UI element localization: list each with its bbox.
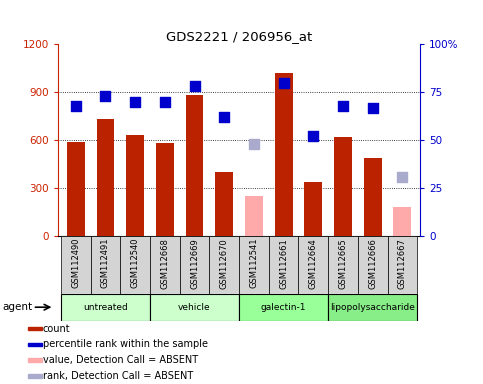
Text: value, Detection Call = ABSENT: value, Detection Call = ABSENT — [43, 355, 198, 365]
Bar — [28, 327, 42, 330]
Text: GSM112670: GSM112670 — [220, 238, 229, 289]
Bar — [180, 236, 210, 294]
Bar — [275, 73, 293, 236]
Text: GSM112667: GSM112667 — [398, 238, 407, 289]
Bar — [387, 236, 417, 294]
Point — [101, 93, 109, 99]
Text: GSM112665: GSM112665 — [339, 238, 347, 289]
Text: galectin-1: galectin-1 — [261, 303, 306, 312]
Bar — [156, 143, 174, 236]
Bar — [185, 95, 203, 236]
Text: count: count — [43, 324, 71, 334]
Point — [131, 99, 139, 105]
Bar — [245, 196, 263, 236]
Bar — [28, 343, 42, 346]
Title: GDS2221 / 206956_at: GDS2221 / 206956_at — [166, 30, 312, 43]
Bar — [97, 119, 114, 236]
Point — [161, 99, 169, 105]
Bar — [126, 134, 144, 236]
Point — [310, 133, 317, 139]
Bar — [269, 236, 298, 294]
Text: GSM112669: GSM112669 — [190, 238, 199, 289]
Bar — [28, 359, 42, 362]
Text: vehicle: vehicle — [178, 303, 211, 312]
Text: GSM112540: GSM112540 — [131, 238, 140, 288]
Bar — [28, 374, 42, 378]
Text: GSM112668: GSM112668 — [160, 238, 170, 289]
Text: GSM112491: GSM112491 — [101, 238, 110, 288]
Bar — [215, 172, 233, 236]
Text: agent: agent — [2, 302, 32, 312]
Text: GSM112664: GSM112664 — [309, 238, 318, 289]
Bar — [298, 236, 328, 294]
Bar — [150, 236, 180, 294]
Bar — [328, 294, 417, 321]
Point — [280, 79, 287, 86]
Point — [398, 174, 406, 180]
Bar — [150, 294, 239, 321]
Bar — [358, 236, 387, 294]
Bar — [239, 236, 269, 294]
Text: percentile rank within the sample: percentile rank within the sample — [43, 339, 208, 349]
Bar — [239, 294, 328, 321]
Text: rank, Detection Call = ABSENT: rank, Detection Call = ABSENT — [43, 371, 193, 381]
Bar — [91, 236, 120, 294]
Point — [220, 114, 228, 120]
Bar — [364, 158, 382, 236]
Text: GSM112661: GSM112661 — [279, 238, 288, 289]
Text: GSM112541: GSM112541 — [249, 238, 258, 288]
Point — [72, 103, 80, 109]
Text: GSM112666: GSM112666 — [368, 238, 377, 289]
Text: untreated: untreated — [83, 303, 128, 312]
Bar — [61, 294, 150, 321]
Bar — [120, 236, 150, 294]
Bar — [67, 142, 85, 236]
Bar — [328, 236, 358, 294]
Text: GSM112490: GSM112490 — [71, 238, 80, 288]
Point — [369, 104, 377, 111]
Bar — [61, 236, 91, 294]
Point — [191, 83, 199, 89]
Point — [339, 103, 347, 109]
Bar — [210, 236, 239, 294]
Bar — [304, 182, 322, 236]
Bar — [334, 137, 352, 236]
Text: lipopolysaccharide: lipopolysaccharide — [330, 303, 415, 312]
Bar — [394, 207, 412, 236]
Point — [250, 141, 258, 147]
